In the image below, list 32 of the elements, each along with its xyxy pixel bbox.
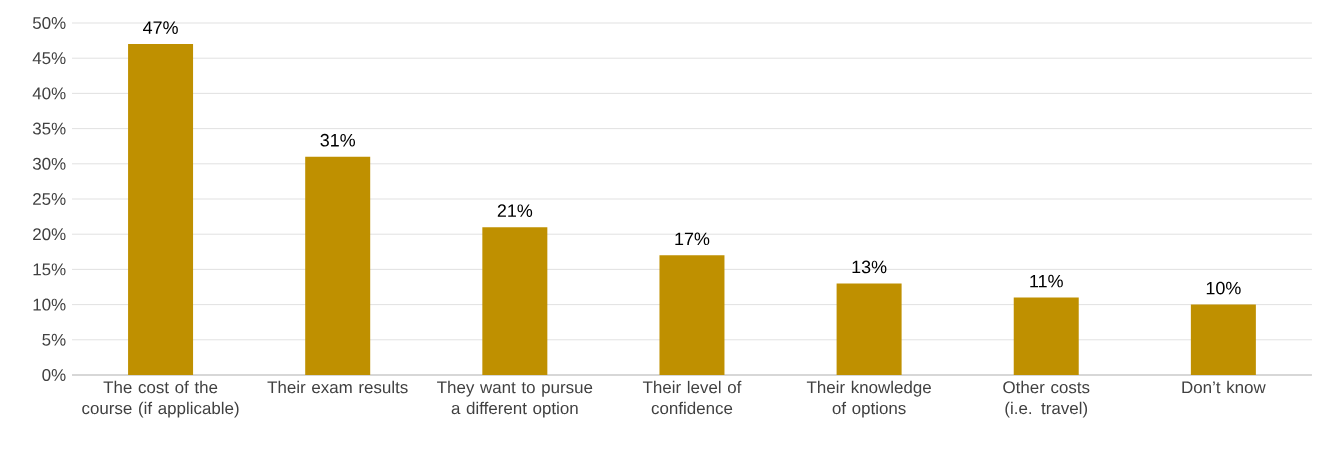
bar [128, 44, 194, 375]
x-tick-label: They want to pursue a different option [437, 380, 593, 418]
y-tick-label: 40% [32, 87, 66, 100]
y-tick-label: 45% [32, 52, 66, 65]
y-tick-label: 5% [42, 333, 66, 346]
y-tick-label: 35% [32, 122, 66, 135]
x-tick-label: Their level of confidence [642, 380, 742, 415]
y-tick-label: 10% [33, 298, 66, 311]
data-label: 13% [852, 260, 887, 274]
data-label: 11% [1030, 274, 1063, 288]
data-label: 17% [675, 232, 710, 246]
y-tick-label: 50% [32, 17, 66, 29]
y-tick-label: 20% [33, 228, 66, 241]
bar [1013, 297, 1079, 375]
y-tick-label: 0% [42, 369, 66, 381]
x-tick-label: Other costs (i.e. travel) [1003, 380, 1090, 418]
bar [482, 227, 548, 375]
x-tick-label: Their exam results [267, 380, 408, 394]
y-tick-label: 15% [33, 263, 66, 276]
bar [1190, 304, 1256, 375]
data-label: 47% [143, 21, 178, 34]
data-label: 10% [1206, 281, 1241, 295]
bar [305, 156, 371, 375]
bar [659, 255, 725, 375]
x-tick-label: Their knowledge of options [806, 380, 931, 418]
x-tick-label: The cost of the course (if applicable) [82, 380, 239, 418]
data-label: 21% [497, 204, 533, 217]
y-tick-label: 30% [32, 157, 66, 170]
x-tick-label: Don’t know [1182, 380, 1266, 394]
data-label: 31% [320, 133, 356, 147]
y-tick-label: 25% [33, 193, 66, 205]
bar [836, 283, 902, 375]
